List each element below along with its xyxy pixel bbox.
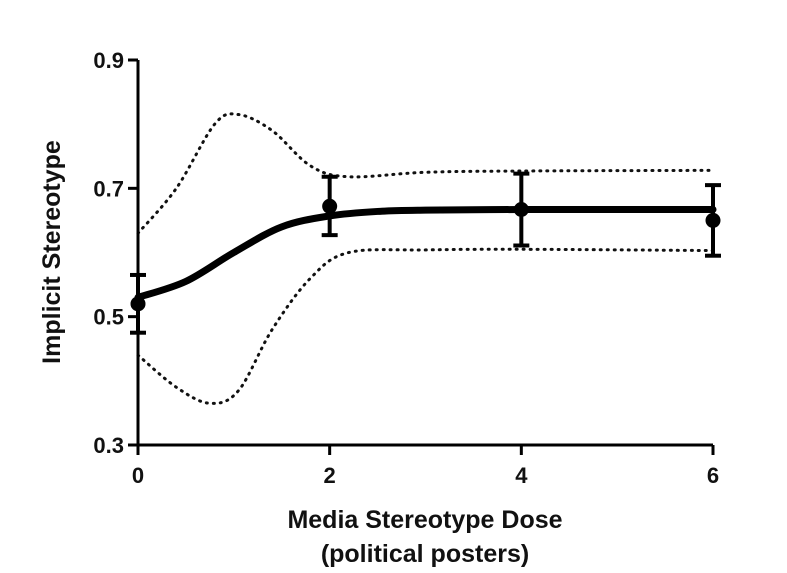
y-tick-label: 0.5 xyxy=(93,305,124,330)
ci-lower-line xyxy=(136,247,715,405)
data-point xyxy=(130,296,146,312)
x-tick-label: 2 xyxy=(324,463,336,488)
axes xyxy=(128,58,715,455)
y-tick-label: 0.3 xyxy=(93,433,124,458)
fit-curve-group xyxy=(134,205,717,301)
data-point xyxy=(513,202,529,218)
tick-labels: 0.3 0.5 0.7 0.9 0 2 4 6 xyxy=(93,48,719,488)
data-points xyxy=(130,171,721,335)
data-point xyxy=(322,198,338,214)
y-tick-label: 0.9 xyxy=(93,48,124,73)
x-tick-label: 0 xyxy=(132,463,144,488)
ci-upper-line xyxy=(136,112,715,235)
x-axis-title: Media Stereotype Dose xyxy=(287,506,562,534)
x-axis-subtitle: (political posters) xyxy=(321,540,529,568)
y-tick-label: 0.7 xyxy=(93,176,124,201)
x-tick-label: 4 xyxy=(515,463,528,488)
confidence-band xyxy=(136,112,715,405)
y-axis-title: Implicit Stereotype xyxy=(38,140,66,364)
fit-curve xyxy=(134,205,717,301)
x-tick-label: 6 xyxy=(707,463,719,488)
data-point xyxy=(705,212,721,228)
